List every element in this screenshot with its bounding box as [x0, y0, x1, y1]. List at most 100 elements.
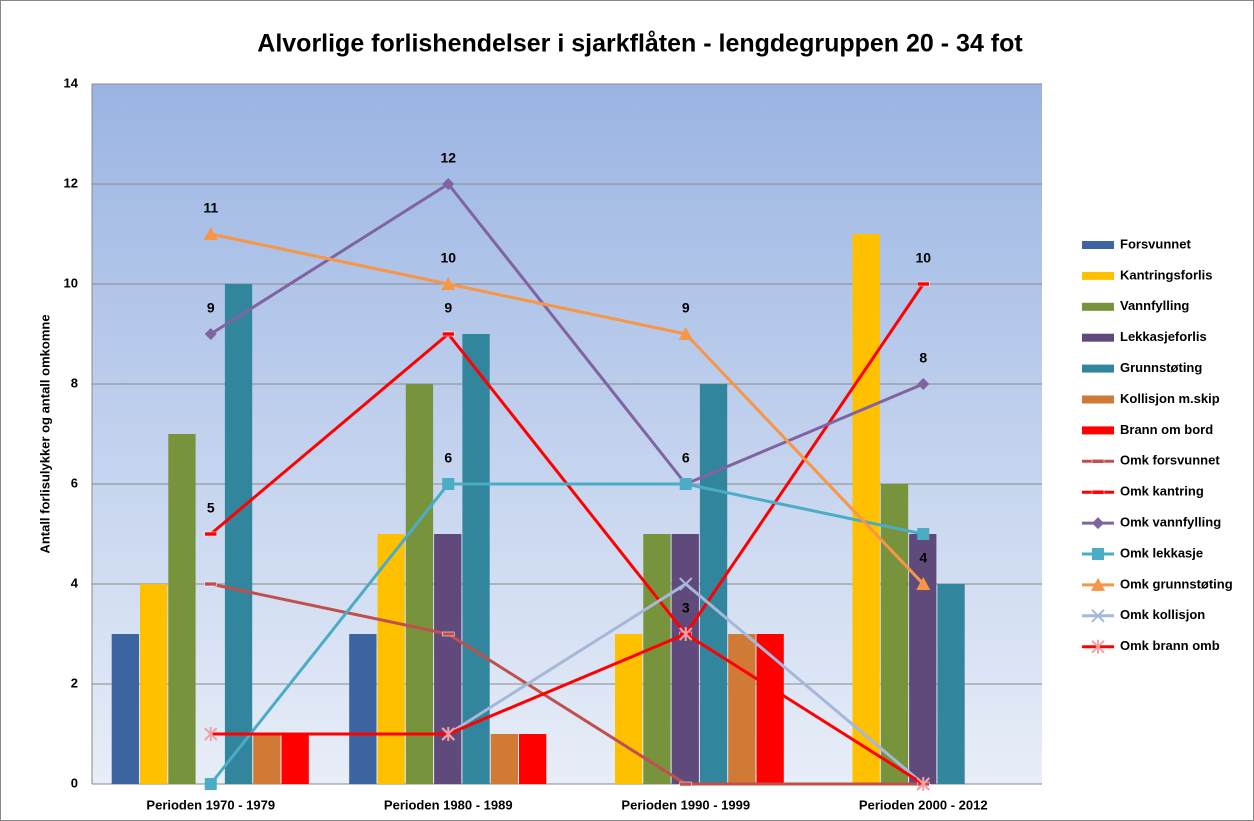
y-tick-label: 10 — [64, 275, 78, 290]
marker — [917, 281, 930, 287]
line — [210, 232, 925, 586]
marker — [442, 178, 455, 190]
bar — [377, 534, 405, 784]
marker — [678, 327, 693, 340]
x-tick-label: Perioden 1970 - 1979 — [146, 797, 275, 812]
marker — [916, 577, 931, 590]
y-tick-label: 0 — [71, 775, 78, 790]
x-tick-label: Perioden 1990 - 1999 — [621, 797, 750, 812]
legend-marker — [1092, 517, 1104, 530]
data-label: 5 — [207, 500, 215, 516]
chart-title: Alvorlige forlishendelser i sjarkflåten … — [257, 30, 1023, 58]
x-tick-label: Perioden 1980 - 1989 — [384, 797, 513, 812]
bar — [224, 284, 253, 784]
bar — [643, 534, 671, 784]
marker — [679, 478, 692, 490]
legend-swatch — [1082, 333, 1114, 342]
legend-label: Kantringsforlis — [1120, 267, 1212, 282]
marker — [441, 727, 455, 741]
bar — [253, 734, 281, 784]
marker — [204, 531, 217, 537]
legend-label: Omk grunnstøting — [1120, 576, 1233, 591]
y-tick-label: 6 — [71, 475, 78, 490]
bar — [140, 584, 168, 784]
bar — [349, 634, 377, 784]
legend-swatch — [1082, 302, 1114, 311]
marker — [204, 581, 217, 587]
legend-marker — [1091, 639, 1105, 654]
bar — [111, 634, 139, 784]
legend-label: Vannfylling — [1120, 298, 1189, 313]
legend-label: Omk vannfylling — [1120, 515, 1221, 530]
legend-swatch — [1082, 364, 1114, 373]
marker — [917, 378, 930, 390]
data-label: 11 — [203, 200, 218, 216]
data-label: 6 — [682, 450, 690, 466]
legend-marker — [1091, 609, 1105, 623]
marker — [203, 227, 218, 240]
marker — [204, 778, 217, 790]
data-label: 4 — [919, 550, 927, 566]
data-label: 10 — [915, 250, 931, 266]
legend-label: Omk brann omb — [1120, 638, 1220, 653]
bar — [434, 534, 462, 784]
marker — [679, 781, 692, 787]
bar — [281, 734, 309, 784]
line — [210, 582, 924, 786]
data-label: 9 — [682, 300, 690, 316]
data-label: 12 — [440, 150, 456, 166]
marker — [442, 331, 455, 337]
bar — [405, 384, 434, 784]
bar — [671, 534, 699, 784]
legend-label: Brann om bord — [1120, 422, 1213, 437]
marker — [442, 478, 455, 490]
marker — [442, 631, 455, 637]
legend-swatch — [1082, 271, 1114, 280]
marker — [204, 727, 218, 741]
data-label: 10 — [440, 250, 456, 266]
legend-label: Forsvunnet — [1120, 236, 1191, 251]
legend-label: Omk forsvunnet — [1120, 453, 1220, 468]
data-label: 8 — [919, 350, 927, 366]
y-tick-label: 14 — [64, 75, 79, 90]
data-label: 9 — [207, 300, 215, 316]
data-label: 6 — [444, 450, 452, 466]
marker — [679, 627, 693, 641]
bar — [880, 484, 909, 784]
bar — [490, 734, 518, 784]
marker — [204, 328, 217, 340]
x-tick-label: Perioden 2000 - 2012 — [859, 797, 988, 812]
y-tick-label: 4 — [71, 575, 79, 590]
bar — [168, 434, 196, 784]
marker — [916, 777, 930, 791]
line — [210, 632, 925, 786]
legend-marker — [1091, 459, 1105, 464]
bar — [519, 734, 547, 784]
legend-marker — [1091, 577, 1105, 591]
marker — [679, 577, 693, 591]
bar — [728, 634, 756, 784]
y-tick-label: 12 — [64, 175, 78, 190]
bar — [937, 584, 965, 784]
marker — [441, 277, 456, 290]
legend-label: Omk lekkasje — [1120, 545, 1203, 560]
y-axis-title: Antall forlisulykker og antall omkomne — [37, 314, 52, 553]
legend-label: Grunnstøting — [1120, 360, 1202, 375]
legend-swatch — [1082, 395, 1114, 404]
y-tick-label: 8 — [71, 375, 78, 390]
bar — [852, 234, 880, 784]
legend-label: Omk kollisjon — [1120, 607, 1205, 622]
legend-marker — [1091, 489, 1105, 495]
legend-label: Lekkasjeforlis — [1120, 329, 1207, 344]
y-tick-label: 2 — [71, 675, 78, 690]
legend-label: Omk kantring — [1120, 484, 1204, 499]
bar — [756, 634, 784, 784]
data-label: 9 — [444, 300, 452, 316]
line — [209, 482, 924, 785]
data-label: 3 — [682, 600, 690, 616]
legend-marker — [1092, 548, 1104, 560]
legend-label: Kollisjon m.skip — [1120, 391, 1220, 406]
legend-swatch — [1082, 241, 1114, 249]
marker — [917, 528, 930, 540]
